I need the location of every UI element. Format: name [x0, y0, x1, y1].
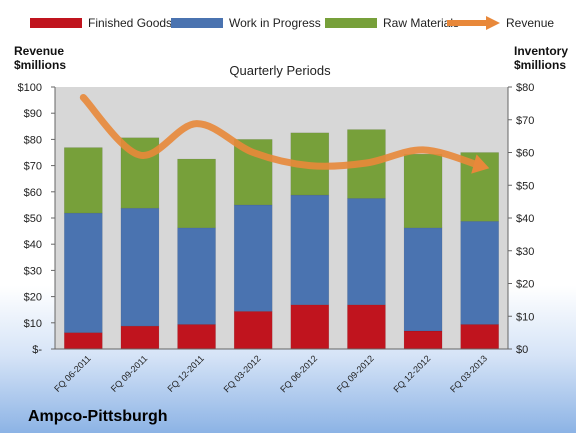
right-axis-title-line2: $millions	[514, 58, 566, 72]
right-axis-title-line1: Inventory	[514, 44, 568, 58]
bar-0-1	[120, 325, 160, 350]
legend-swatch-0	[30, 18, 82, 28]
bar-2-2	[177, 158, 216, 229]
x-tick-3: FQ 03-2012	[222, 353, 263, 394]
left-axis-title-line2: $millions	[14, 58, 66, 72]
left-tick-9: $90	[24, 108, 42, 120]
x-tick-0: FQ 06-2011	[52, 353, 93, 394]
right-tick-0: $0	[516, 344, 528, 356]
bar-1-6	[403, 227, 443, 332]
bar-0-3	[233, 311, 273, 350]
left-tick-3: $30	[24, 265, 42, 277]
left-tick-1: $10	[24, 318, 42, 330]
x-tick-4: FQ 06-2012	[278, 353, 319, 394]
right-tick-4: $40	[516, 213, 534, 225]
bar-0-0	[64, 332, 103, 350]
bar-1-3	[233, 204, 273, 312]
legend-swatch-2	[325, 18, 377, 28]
left-axis-ticks: $- $10 $20 $30 $40 $50 $60 $70 $80 $90 $100	[18, 82, 56, 356]
x-tick-2: FQ 12-2011	[165, 353, 206, 394]
right-tick-7: $70	[516, 115, 534, 127]
x-tick-5: FQ 09-2012	[335, 353, 376, 394]
bars-group	[64, 129, 499, 350]
bar-0-7	[460, 324, 499, 350]
right-tick-2: $20	[516, 279, 534, 291]
left-tick-0: $-	[32, 344, 42, 356]
x-tick-7: FQ 03-2013	[448, 353, 489, 394]
right-axis-ticks: $0 $10 $20 $30 $40 $50 $60 $70 $80	[507, 82, 534, 356]
legend-label-0: Finished Goods	[88, 16, 172, 30]
bar-2-0	[64, 147, 103, 214]
bar-2-6	[403, 153, 443, 229]
chart-subtitle: Quarterly Periods	[229, 63, 331, 78]
bar-1-2	[177, 227, 216, 325]
right-tick-3: $30	[516, 246, 534, 258]
bar-1-4	[290, 194, 330, 306]
right-tick-8: $80	[516, 82, 534, 94]
bar-1-5	[347, 198, 386, 306]
right-tick-1: $10	[516, 311, 534, 323]
bar-0-5	[347, 304, 386, 350]
bar-0-2	[177, 324, 216, 350]
company-name: Ampco-Pittsburgh	[28, 408, 168, 425]
revenue-arrowhead	[471, 154, 490, 174]
left-axis-title-line1: Revenue	[14, 44, 64, 58]
bar-0-4	[290, 304, 330, 350]
legend-label-revenue: Revenue	[506, 16, 554, 30]
left-tick-8: $80	[24, 134, 42, 146]
x-tick-6: FQ 12-2012	[391, 353, 432, 394]
x-axis-ticks: FQ 06-2011 FQ 09-2011 FQ 12-2011 FQ 03-2012…	[52, 348, 508, 394]
x-tick-1: FQ 09-2011	[109, 353, 150, 394]
bar-0-6	[403, 330, 443, 350]
left-tick-10: $100	[18, 82, 42, 94]
left-tick-6: $60	[24, 187, 42, 199]
revenue-line-group	[79, 93, 490, 174]
legend-swatch-revenue-arrow	[486, 16, 500, 30]
bar-1-7	[460, 221, 499, 325]
legend-label-2: Raw Materials	[383, 16, 459, 30]
left-tick-5: $50	[24, 213, 42, 225]
legend-swatch-1	[171, 18, 223, 28]
bar-1-0	[64, 212, 103, 333]
bar-1-1	[120, 207, 160, 327]
right-tick-6: $60	[516, 148, 534, 160]
legend-label-1: Work in Progress	[229, 16, 321, 30]
left-tick-7: $70	[24, 161, 42, 173]
left-tick-4: $40	[24, 239, 42, 251]
left-tick-2: $20	[24, 292, 42, 304]
legend: Finished Goods Work in Progress Raw Materi…	[30, 16, 554, 30]
right-tick-5: $50	[516, 180, 534, 192]
